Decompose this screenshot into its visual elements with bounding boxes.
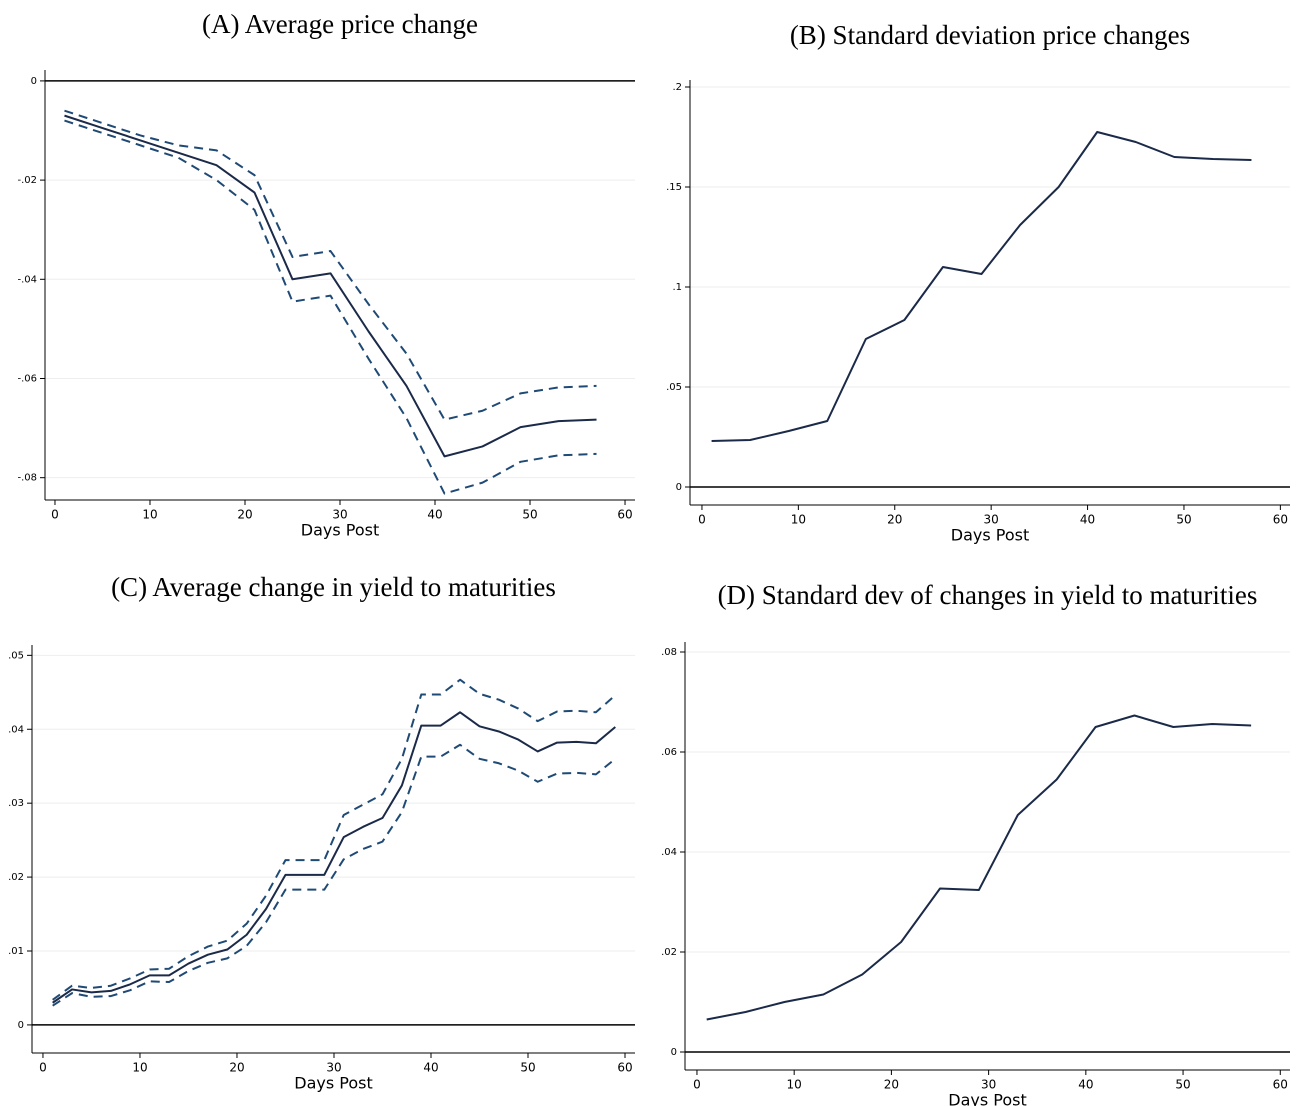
y-tick-label: .01 [8, 946, 24, 957]
y-tick-label: .05 [666, 382, 682, 393]
chart-title: (D) Standard dev of changes in yield to … [718, 580, 1258, 610]
y-tick-label: -.02 [17, 175, 37, 186]
x-tick-label: 50 [520, 1061, 535, 1075]
x-tick-label: 10 [791, 513, 806, 527]
y-tick-label: 0 [671, 1047, 677, 1058]
x-tick-label: 30 [984, 513, 999, 527]
x-tick-label: 20 [887, 513, 902, 527]
x-axis-title: Days Post [301, 521, 380, 540]
x-tick-label: 0 [51, 508, 59, 522]
x-tick-label: 50 [1176, 513, 1191, 527]
data-line [711, 131, 1252, 442]
x-tick-label: 0 [39, 1061, 47, 1075]
data-line [64, 109, 597, 421]
x-tick-label: 40 [427, 508, 442, 522]
x-tick-label: 20 [237, 508, 252, 522]
x-tick-label: 60 [1273, 1078, 1288, 1092]
x-tick-label: 50 [522, 508, 537, 522]
x-tick-label: 60 [617, 508, 632, 522]
y-tick-label: .2 [672, 82, 682, 93]
data-line [52, 678, 616, 1001]
y-tick-label: -.04 [17, 274, 37, 285]
y-tick-label: .03 [8, 798, 24, 809]
y-tick-label: .02 [661, 947, 677, 958]
chart-title: (A) Average price change [202, 9, 478, 39]
x-tick-label: 60 [617, 1061, 632, 1075]
y-tick-label: 0 [31, 76, 37, 87]
data-line [64, 114, 597, 458]
x-tick-label: 30 [332, 508, 347, 522]
data-line [52, 711, 616, 1004]
x-axis-title: Days Post [951, 526, 1030, 545]
x-tick-label: 10 [132, 1061, 147, 1075]
x-tick-label: 40 [1078, 1078, 1093, 1092]
x-tick-label: 40 [423, 1061, 438, 1075]
y-tick-label: -.08 [17, 473, 37, 484]
x-tick-label: 20 [229, 1061, 244, 1075]
x-tick-label: 20 [884, 1078, 899, 1092]
data-line [64, 119, 597, 495]
y-tick-label: .02 [8, 872, 24, 883]
x-tick-label: 10 [787, 1078, 802, 1092]
x-tick-label: 30 [981, 1078, 996, 1092]
chart-title: (B) Standard deviation price changes [790, 20, 1190, 50]
x-tick-label: 10 [142, 508, 157, 522]
x-axis-title: Days Post [294, 1074, 373, 1093]
x-axis-title: Days Post [948, 1091, 1027, 1106]
y-tick-label: .08 [661, 647, 677, 658]
x-tick-label: 0 [698, 513, 706, 527]
data-line [706, 714, 1252, 1021]
y-tick-label: .04 [8, 724, 24, 735]
y-tick-label: .1 [672, 282, 682, 293]
y-tick-label: 0 [18, 1020, 24, 1031]
y-tick-label: .04 [661, 847, 677, 858]
data-line [52, 743, 616, 1007]
y-tick-label: 0 [676, 482, 682, 493]
chart-title: (C) Average change in yield to maturitie… [111, 572, 556, 602]
x-tick-label: 40 [1080, 513, 1095, 527]
x-tick-label: 30 [326, 1061, 341, 1075]
y-tick-label: -.06 [17, 373, 37, 384]
x-tick-label: 0 [693, 1078, 701, 1092]
y-tick-label: .05 [8, 650, 24, 661]
x-tick-label: 50 [1175, 1078, 1190, 1092]
y-tick-label: .06 [661, 747, 677, 758]
x-tick-label: 60 [1273, 513, 1288, 527]
y-tick-label: .15 [666, 182, 682, 193]
